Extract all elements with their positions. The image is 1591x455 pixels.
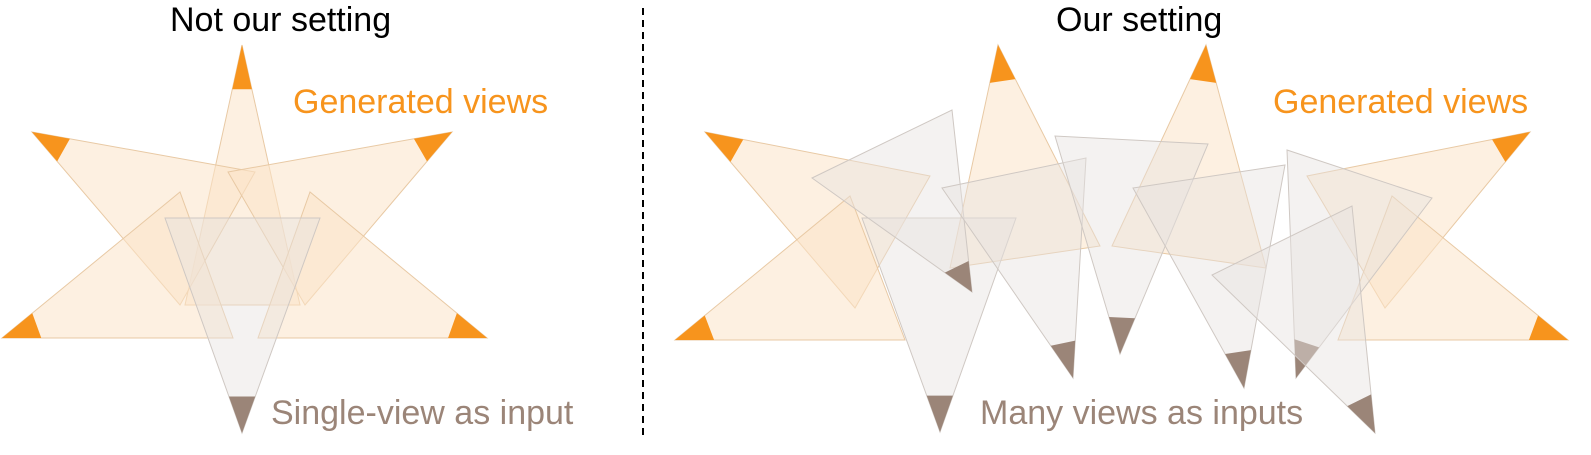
camera-tip <box>1108 316 1135 354</box>
camera-tip <box>1190 45 1217 83</box>
camera-frustum-gen-top-2 <box>1111 43 1267 269</box>
camera-frustum-input-7 <box>1211 205 1376 435</box>
frustum-body <box>257 191 489 339</box>
left-panel-cameras <box>0 44 489 435</box>
frustum-body <box>1286 149 1433 380</box>
camera-frustum-input-6 <box>1286 149 1433 380</box>
frustum-body <box>164 217 321 435</box>
frustum-body <box>1337 195 1570 341</box>
right-panel-cameras <box>673 43 1570 435</box>
frustum-body <box>1211 205 1376 435</box>
camera-tip <box>1294 339 1320 378</box>
camera-frustum-input-2 <box>811 109 973 294</box>
camera-tip <box>232 45 252 90</box>
frustum-body <box>811 109 973 294</box>
camera-frustum-input-3 <box>941 157 1087 380</box>
camera-tip <box>1050 340 1076 378</box>
camera-frustum-input-4 <box>1054 135 1209 356</box>
camera-tip <box>705 132 744 162</box>
camera-tip <box>413 132 452 162</box>
left-panel-title: Not our setting <box>170 1 392 39</box>
frustum-body <box>1111 43 1267 269</box>
camera-tip <box>926 395 953 432</box>
camera-frustum-input-bottom <box>164 217 321 435</box>
camera-frustum-gen-lower-left <box>673 195 906 341</box>
left-input-label: Single-view as input <box>271 394 574 432</box>
frustum-body <box>1132 164 1286 390</box>
camera-tip <box>448 313 487 338</box>
frustum-body <box>0 191 234 339</box>
frustum-body <box>1054 135 1209 356</box>
camera-frustum-gen-top-1 <box>949 43 1101 269</box>
camera-frustum-input-5 <box>1132 164 1286 390</box>
frustum-body <box>941 157 1087 380</box>
camera-tip <box>1528 315 1568 340</box>
frustum-body <box>949 43 1101 269</box>
camera-tip <box>989 45 1016 83</box>
camera-frustum-gen-lower-right <box>257 191 489 339</box>
right-generated-views-label: Generated views <box>1273 83 1529 121</box>
camera-tip <box>944 261 972 292</box>
right-panel-title: Our setting <box>1056 1 1223 39</box>
frustum-body <box>673 195 906 341</box>
camera-tip <box>1225 350 1251 388</box>
camera-frustum-gen-lower-left <box>0 191 234 339</box>
left-generated-views-label: Generated views <box>293 83 549 121</box>
camera-tip <box>228 396 256 433</box>
frustum-body <box>861 217 1017 434</box>
camera-frustum-input-1 <box>861 217 1017 434</box>
right-input-label: Many views as inputs <box>980 394 1304 432</box>
camera-tip <box>2 313 42 338</box>
camera-tip <box>1492 132 1530 162</box>
camera-frustum-gen-lower-right <box>1337 195 1570 341</box>
camera-tip <box>32 132 70 162</box>
camera-tip <box>1347 394 1375 433</box>
camera-tip <box>675 315 715 340</box>
